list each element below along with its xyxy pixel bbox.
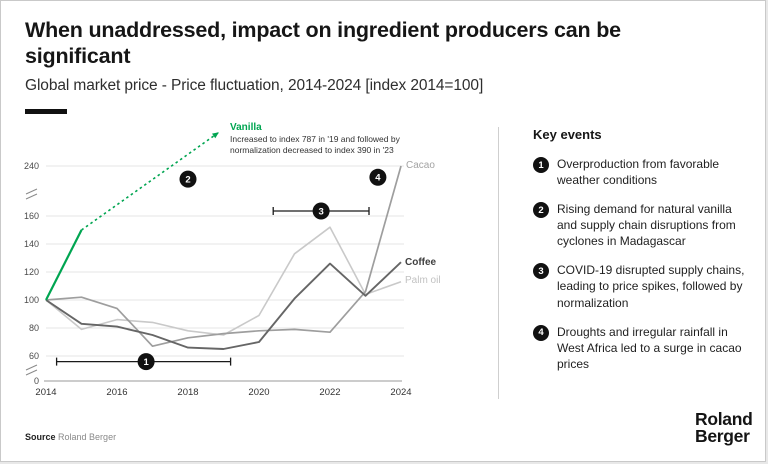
event-text: Rising demand for natural vanilla and su… (557, 202, 736, 249)
svg-text:2: 2 (185, 175, 190, 186)
y-tick-label: 240 (24, 161, 39, 171)
source-note: Source Roland Berger (25, 432, 116, 442)
y-tick-label: 160 (24, 211, 39, 221)
roland-berger-logo: Roland Berger (695, 409, 753, 447)
event-number-badge: 3 (533, 263, 549, 280)
cacao-line (45, 165, 402, 348)
logo-line1: Roland (695, 409, 753, 429)
event-marker-4: 4 (369, 168, 387, 186)
x-tick-label: 2018 (177, 387, 198, 398)
vanilla-annotation-line2: normalization decreased to index 390 in … (230, 144, 394, 155)
source-value: Roland Berger (58, 432, 117, 442)
x-tick-label: 2022 (319, 387, 340, 398)
event-text: Overproduction from favorable weather co… (557, 157, 720, 188)
event-text: Droughts and irregular rainfall in West … (557, 324, 742, 371)
svg-text:1: 1 (143, 357, 149, 368)
y-tick-label: 100 (24, 295, 39, 305)
cacao-series-label: Cacao (406, 160, 435, 171)
coffee-line (45, 261, 402, 350)
svg-text:4: 4 (375, 173, 381, 184)
y-tick-label: 0 (34, 376, 39, 386)
page-title: When unaddressed, impact on ingredient p… (25, 18, 621, 69)
key-events-heading: Key events (533, 127, 602, 142)
vanilla-annotation-line1: Increased to index 787 in '19 and follow… (230, 134, 400, 144)
vanilla-annotation: Vanilla Increased to index 787 in '19 an… (230, 122, 400, 156)
key-event-item: 2 Rising demand for natural vanilla and … (533, 201, 755, 249)
palm-oil-series-label: Palm oil (405, 275, 441, 286)
accent-bar (25, 109, 67, 114)
event-marker-2: 2 (179, 170, 197, 188)
key-event-item: 1 Overproduction from favorable weather … (533, 156, 755, 188)
axis-break-icon (25, 364, 38, 376)
x-tick-label: 2024 (390, 387, 411, 398)
vanilla-line (45, 229, 83, 301)
y-tick-label: 80 (29, 323, 39, 333)
vanilla-arrowhead-icon (212, 132, 219, 139)
key-events-panel: Key events 1 Overproduction from favorab… (533, 127, 755, 372)
palm-oil-line (45, 226, 402, 336)
x-tick-label: 2016 (106, 387, 127, 398)
y-tick-label: 140 (24, 239, 39, 249)
x-tick-label: 2014 (35, 387, 56, 398)
vanilla-annotation-label: Vanilla (230, 122, 262, 133)
coffee-series-label: Coffee (405, 257, 437, 268)
event-marker-3: 3 (312, 202, 330, 220)
y-tick-label: 60 (29, 351, 39, 361)
page-subtitle: Global market price - Price fluctuation,… (25, 77, 484, 95)
x-tick-label: 2020 (248, 387, 269, 398)
event-number-badge: 1 (533, 157, 549, 173)
logo-line2: Berger (695, 426, 750, 447)
axis-break-icon (25, 188, 38, 200)
svg-text:3: 3 (318, 206, 323, 217)
source-label: Source (25, 432, 56, 442)
chart-area: 240 160 140 120 100 80 60 0 2014 2016 2018 2020 2022… (1, 119, 501, 419)
key-events-list: 1 Overproduction from favorable weather … (533, 156, 755, 372)
event-number-badge: 2 (533, 202, 549, 219)
key-event-item: 4 Droughts and irregular rainfall in Wes… (533, 324, 755, 372)
event-text: COVID-19 disrupted supply chains, leadin… (557, 263, 745, 310)
event-marker-1: 1 (137, 353, 155, 371)
header: When unaddressed, impact on ingredient p… (25, 17, 635, 95)
key-event-item: 3 COVID-19 disrupted supply chains, lead… (533, 262, 755, 310)
vertical-divider (498, 127, 499, 399)
vanilla-projection-line (81, 131, 220, 231)
event-number-badge: 4 (533, 324, 549, 341)
y-tick-label: 120 (24, 267, 39, 277)
